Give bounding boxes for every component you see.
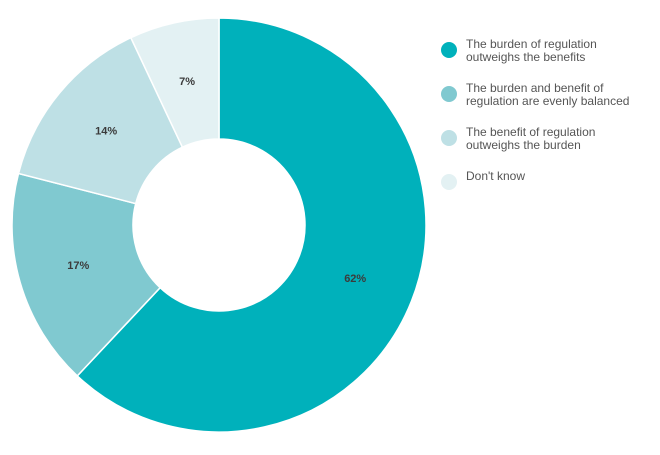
legend-label: The burden of regulation outweighs the b… (466, 37, 597, 64)
legend-item-evenly-balanced: The burden and benefit of regulation are… (441, 82, 656, 108)
legend-swatch-icon (441, 174, 457, 190)
legend-swatch-icon (441, 42, 457, 58)
legend-item-dont-know: Don't know (441, 170, 656, 190)
legend-item-burden-outweighs: The burden of regulation outweighs the b… (441, 38, 656, 64)
slice-evenly-balanced (11, 172, 162, 377)
legend-label: The burden and benefit of regulation are… (466, 81, 630, 108)
data-label-burden-outweighs: 62% (344, 273, 366, 285)
slice-burden-outweighs (76, 17, 427, 433)
slice-benefit-outweighs (17, 36, 184, 205)
legend-swatch-icon (441, 86, 457, 102)
data-label-evenly-balanced: 17% (67, 260, 89, 272)
legend-label: The benefit of regulation outweighs the … (466, 125, 596, 152)
legend-label: Don't know (466, 169, 525, 183)
donut-chart: 62% 17% 14% 7% (11, 17, 427, 433)
legend-swatch-icon (441, 130, 457, 146)
data-label-dont-know: 7% (179, 76, 195, 88)
chart-legend: The burden of regulation outweighs the b… (441, 38, 656, 208)
donut-data-labels: 62% 17% 14% 7% (67, 76, 366, 285)
slice-dont-know (129, 17, 220, 149)
donut-slices (11, 17, 427, 433)
data-label-benefit-outweighs: 14% (95, 126, 117, 138)
legend-item-benefit-outweighs: The benefit of regulation outweighs the … (441, 126, 656, 152)
